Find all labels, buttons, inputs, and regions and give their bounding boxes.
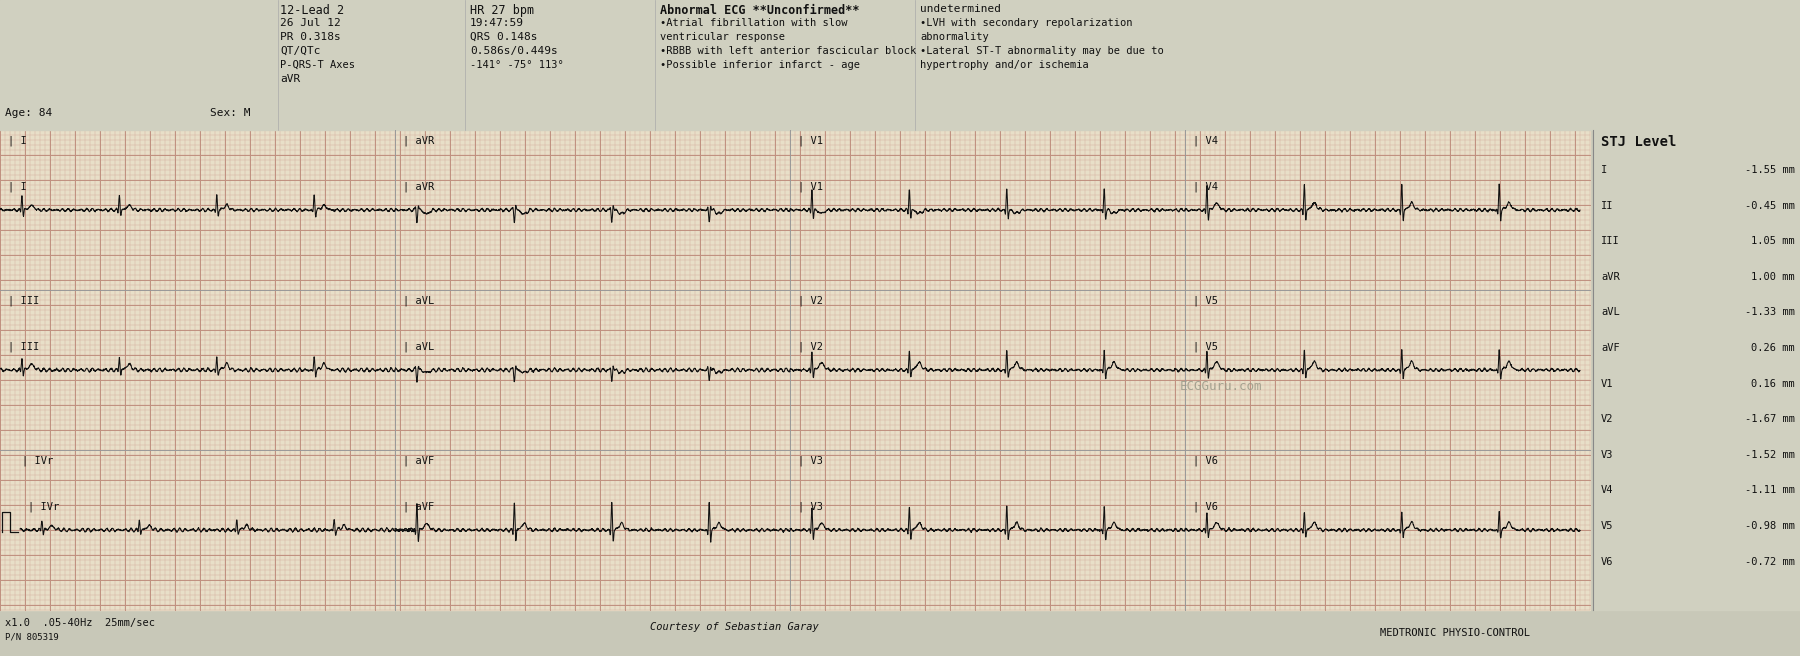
Text: -0.45 mm: -0.45 mm (1744, 201, 1795, 211)
Text: | V1: | V1 (797, 135, 823, 146)
Text: -1.33 mm: -1.33 mm (1744, 308, 1795, 318)
Text: | V5: | V5 (1193, 342, 1219, 352)
Text: QT/QTc: QT/QTc (281, 46, 320, 56)
Text: | III: | III (7, 295, 40, 306)
Text: | V1: | V1 (797, 182, 823, 192)
Text: HR 27 bpm: HR 27 bpm (470, 4, 535, 17)
Text: •Possible inferior infarct - age: •Possible inferior infarct - age (661, 60, 860, 70)
Text: •Lateral ST-T abnormality may be due to: •Lateral ST-T abnormality may be due to (920, 46, 1165, 56)
Text: hypertrophy and/or ischemia: hypertrophy and/or ischemia (920, 60, 1089, 70)
Text: P/N 805319: P/N 805319 (5, 633, 59, 642)
Text: | V5: | V5 (1193, 295, 1219, 306)
Text: Sex: M: Sex: M (211, 108, 250, 118)
Text: | aVF: | aVF (403, 502, 434, 512)
Text: | aVF: | aVF (403, 455, 434, 466)
Text: x1.0  .05-40Hz  25mm/sec: x1.0 .05-40Hz 25mm/sec (5, 618, 155, 628)
Text: •RBBB with left anterior fascicular block: •RBBB with left anterior fascicular bloc… (661, 46, 916, 56)
Text: | V2: | V2 (797, 342, 823, 352)
Text: | aVL: | aVL (403, 295, 434, 306)
Text: 0.586s/0.449s: 0.586s/0.449s (470, 46, 558, 56)
Text: 1.05 mm: 1.05 mm (1751, 236, 1795, 246)
Text: | V4: | V4 (1193, 135, 1219, 146)
Text: -0.98 mm: -0.98 mm (1744, 521, 1795, 531)
Text: V3: V3 (1600, 450, 1613, 460)
Text: | aVR: | aVR (403, 135, 434, 146)
Text: 19:47:59: 19:47:59 (470, 18, 524, 28)
Text: -0.72 mm: -0.72 mm (1744, 556, 1795, 567)
Text: Courtesy of Sebastian Garay: Courtesy of Sebastian Garay (650, 622, 819, 632)
Text: •LVH with secondary repolarization: •LVH with secondary repolarization (920, 18, 1132, 28)
Text: aVR: aVR (1600, 272, 1620, 282)
Text: | IVr: | IVr (22, 455, 54, 466)
Text: ventricular response: ventricular response (661, 32, 785, 42)
Text: V2: V2 (1600, 414, 1613, 424)
Text: Abnormal ECG **Unconfirmed**: Abnormal ECG **Unconfirmed** (661, 4, 860, 17)
Bar (0, 130, 1589, 610)
Text: | I: | I (7, 182, 27, 192)
Text: | V4: | V4 (1193, 182, 1219, 192)
Text: -1.52 mm: -1.52 mm (1744, 450, 1795, 460)
Text: -1.11 mm: -1.11 mm (1744, 485, 1795, 495)
Text: | IVr: | IVr (29, 502, 59, 512)
Text: STJ Level: STJ Level (1600, 135, 1676, 149)
Text: 12-Lead 2: 12-Lead 2 (281, 4, 344, 17)
Text: 26 Jul 12: 26 Jul 12 (281, 18, 340, 28)
Text: | V2: | V2 (797, 295, 823, 306)
Text: | aVR: | aVR (403, 182, 434, 192)
Bar (0, 0, 1800, 130)
Text: III: III (1600, 236, 1620, 246)
Text: •Atrial fibrillation with slow: •Atrial fibrillation with slow (661, 18, 848, 28)
Text: -1.55 mm: -1.55 mm (1744, 165, 1795, 175)
Text: aVL: aVL (1600, 308, 1620, 318)
Text: | V6: | V6 (1193, 502, 1219, 512)
Text: aVR: aVR (281, 74, 301, 84)
Text: V1: V1 (1600, 379, 1613, 388)
Text: -1.67 mm: -1.67 mm (1744, 414, 1795, 424)
Text: | V6: | V6 (1193, 455, 1219, 466)
Text: 1.00 mm: 1.00 mm (1751, 272, 1795, 282)
Text: 0.26 mm: 0.26 mm (1751, 343, 1795, 353)
Text: V4: V4 (1600, 485, 1613, 495)
Text: ECGGuru.com: ECGGuru.com (1181, 380, 1262, 393)
Text: | V3: | V3 (797, 502, 823, 512)
Text: QRS 0.148s: QRS 0.148s (470, 32, 538, 42)
Text: aVF: aVF (1600, 343, 1620, 353)
Text: V6: V6 (1600, 556, 1613, 567)
Bar (1593, 130, 1800, 610)
Text: MEDTRONIC PHYSIO-CONTROL: MEDTRONIC PHYSIO-CONTROL (1381, 628, 1530, 638)
Text: -141° -75° 113°: -141° -75° 113° (470, 60, 563, 70)
Text: | III: | III (7, 342, 40, 352)
Text: undetermined: undetermined (920, 4, 1001, 14)
Text: abnormality: abnormality (920, 32, 988, 42)
Text: Age: 84: Age: 84 (5, 108, 52, 118)
Text: P-QRS-T Axes: P-QRS-T Axes (281, 60, 355, 70)
Text: II: II (1600, 201, 1613, 211)
Text: PR 0.318s: PR 0.318s (281, 32, 340, 42)
Text: V5: V5 (1600, 521, 1613, 531)
Text: | aVL: | aVL (403, 342, 434, 352)
Text: | V3: | V3 (797, 455, 823, 466)
Text: I: I (1600, 165, 1607, 175)
Text: | I: | I (7, 135, 27, 146)
Text: 0.16 mm: 0.16 mm (1751, 379, 1795, 388)
